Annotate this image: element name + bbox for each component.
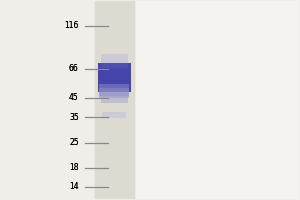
Bar — [98, 69, 131, 91]
Bar — [101, 54, 128, 64]
Text: 116: 116 — [64, 21, 79, 30]
Bar — [102, 112, 126, 118]
Text: 66: 66 — [69, 64, 79, 73]
Bar — [100, 84, 129, 96]
Bar — [95, 1, 134, 199]
Bar — [102, 112, 126, 118]
Text: 116: 116 — [64, 21, 79, 30]
Text: 45: 45 — [69, 93, 79, 102]
Bar — [95, 1, 134, 199]
Text: 14: 14 — [69, 182, 79, 191]
Text: 14: 14 — [69, 182, 79, 191]
Text: 18: 18 — [69, 163, 79, 172]
Bar — [101, 54, 128, 64]
Text: 25: 25 — [69, 138, 79, 147]
Text: 66: 66 — [69, 64, 79, 73]
Text: 35: 35 — [69, 113, 79, 122]
Text: 35: 35 — [69, 113, 79, 122]
Bar — [101, 61, 128, 68]
Bar — [98, 69, 131, 91]
Bar — [98, 63, 131, 92]
Bar — [101, 96, 128, 103]
Bar — [98, 63, 131, 92]
Bar — [100, 84, 129, 96]
Bar — [101, 61, 128, 68]
Bar — [100, 88, 129, 98]
Text: 45: 45 — [69, 93, 79, 102]
Bar — [100, 88, 129, 98]
Text: 18: 18 — [69, 163, 79, 172]
Text: 25: 25 — [69, 138, 79, 147]
Bar — [101, 96, 128, 103]
Bar — [134, 1, 298, 199]
